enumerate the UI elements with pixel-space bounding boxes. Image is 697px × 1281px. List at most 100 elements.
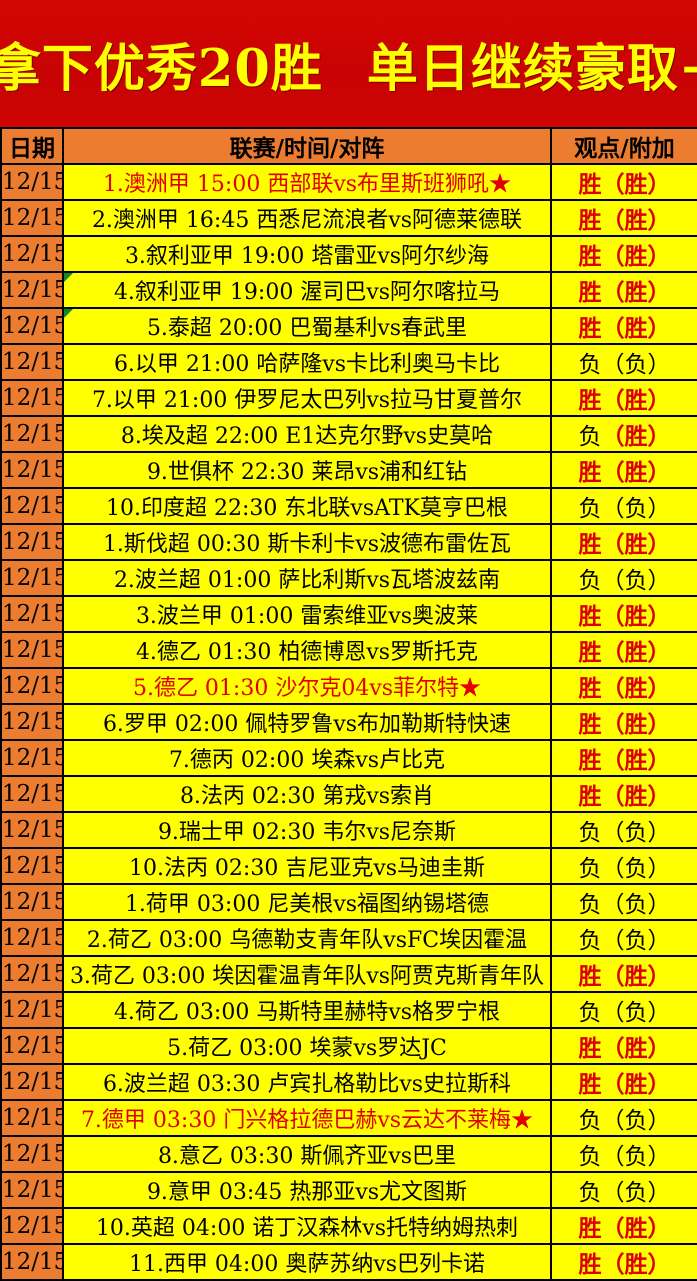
- date-cell: 12/15: [0, 487, 64, 525]
- match-cell: 1.荷甲 03:00 尼美根vs福图纳锡塔德: [62, 883, 552, 921]
- table-row: 12/15 4.荷乙 03:00 马斯特里赫特vs格罗宁根 负（负）: [0, 991, 697, 1029]
- match-text: 8.意乙 03:30 斯佩齐亚vs巴里: [157, 1144, 457, 1169]
- verdict-extra: （负）: [601, 856, 671, 882]
- verdict-cell: 胜（胜）: [550, 631, 697, 669]
- verdict-main: 胜: [578, 963, 602, 990]
- verdict-extra: （胜）: [601, 963, 671, 990]
- date-cell: 12/15: [0, 1171, 64, 1209]
- verdict-main: 胜: [578, 207, 602, 234]
- verdict-main: 负: [578, 496, 602, 522]
- verdict-cell: 负（负）: [550, 919, 697, 957]
- date-cell: 12/15: [0, 1063, 64, 1101]
- match-text: 10.英超 04:00 诺丁汉森林vs托特纳姆热刺: [95, 1216, 519, 1241]
- verdict-cell: 胜（胜）: [550, 379, 697, 417]
- verdict-extra: （胜）: [601, 747, 671, 774]
- date-cell: 12/15: [0, 271, 64, 309]
- verdict-cell: 胜（胜）: [550, 1027, 697, 1065]
- table-row: 12/15 7.德丙 02:00 埃森vs卢比克 胜（胜）: [0, 739, 697, 777]
- match-cell: 5.德乙 01:30 沙尔克04vs菲尔特★: [62, 667, 552, 705]
- schedule-table: 日期 联赛/时间/对阵 观点/附加 12/15 1.澳洲甲 15:00 西部联v…: [0, 127, 697, 1281]
- verdict-extra: （胜）: [601, 171, 671, 198]
- match-text: 10.印度超 22:30 东北联vsATK莫亨巴根: [106, 496, 508, 521]
- match-cell: 7.德甲 03:30 门兴格拉德巴赫vs云达不莱梅★: [62, 1099, 552, 1137]
- verdict-extra: （负）: [601, 892, 671, 918]
- date-cell: 12/15: [0, 307, 64, 345]
- header-row: 日期 联赛/时间/对阵 观点/附加: [0, 127, 697, 165]
- verdict-extra: （胜）: [601, 639, 671, 666]
- table-row: 12/15 2.荷乙 03:00 乌德勒支青年队vsFC埃因霍温 负（负）: [0, 919, 697, 957]
- verdict-main: 负: [578, 1180, 602, 1206]
- match-text: 7.德丙 02:00 埃森vs卢比克: [168, 748, 446, 773]
- verdict-extra: （负）: [601, 1000, 671, 1026]
- date-cell: 12/15: [0, 775, 64, 813]
- table-row: 12/15 6.以甲 21:00 哈萨隆vs卡比利奥马卡比 负（负）: [0, 343, 697, 381]
- match-text: 5.德乙 01:30 沙尔克04vs菲尔特★: [132, 676, 482, 701]
- verdict-cell: 负（负）: [550, 991, 697, 1029]
- match-text: 1.澳洲甲 15:00 西部联vs布里斯班狮吼★: [102, 172, 512, 197]
- match-cell: 7.德丙 02:00 埃森vs卢比克: [62, 739, 552, 777]
- table-row: 12/15 3.叙利亚甲 19:00 塔雷亚vs阿尔纱海 胜（胜）: [0, 235, 697, 273]
- verdict-main: 胜: [578, 783, 602, 810]
- header-verdict: 观点/附加: [550, 127, 697, 165]
- match-cell: 3.荷乙 03:00 埃因霍温青年队vs阿贾克斯青年队: [62, 955, 552, 993]
- banner-title-right: 单日继续豪取+9: [366, 38, 697, 99]
- verdict-extra: （胜）: [601, 711, 671, 738]
- date-cell: 12/15: [0, 739, 64, 777]
- verdict-cell: 胜（胜）: [550, 1207, 697, 1245]
- match-text: 10.法丙 02:30 吉尼亚克vs马迪圭斯: [128, 856, 486, 881]
- date-cell: 12/15: [0, 811, 64, 849]
- table-row: 12/15 1.澳洲甲 15:00 西部联vs布里斯班狮吼★ 胜（胜）: [0, 163, 697, 201]
- verdict-extra: （胜）: [601, 783, 671, 810]
- table-row: 12/15 2.波兰超 01:00 萨比利斯vs瓦塔波兹南 负（负）: [0, 559, 697, 597]
- verdict-main: 胜: [578, 639, 602, 666]
- table-row: 12/15 5.荷乙 03:00 埃蒙vs罗达JC 胜（胜）: [0, 1027, 697, 1065]
- verdict-main: 胜: [578, 711, 602, 738]
- banner: 昨拿下优秀20胜 单日继续豪取+9: [0, 0, 697, 127]
- verdict-cell: 胜（胜）: [550, 163, 697, 201]
- date-cell: 12/15: [0, 451, 64, 489]
- match-text: 9.瑞士甲 02:30 韦尔vs尼奈斯: [157, 820, 457, 845]
- date-cell: 12/15: [0, 1243, 64, 1281]
- match-cell: 3.叙利亚甲 19:00 塔雷亚vs阿尔纱海: [62, 235, 552, 273]
- date-cell: 12/15: [0, 1027, 64, 1065]
- verdict-main: 胜: [578, 531, 602, 558]
- verdict-extra: （胜）: [601, 531, 671, 558]
- date-cell: 12/15: [0, 667, 64, 705]
- verdict-cell: 胜（胜）: [550, 595, 697, 633]
- match-cell: 8.埃及超 22:00 E1达克尔野vs史莫哈: [62, 415, 552, 453]
- match-cell: 8.意乙 03:30 斯佩齐亚vs巴里: [62, 1135, 552, 1173]
- match-text: 8.法丙 02:30 第戎vs索肖: [179, 784, 435, 809]
- match-cell: 1.澳洲甲 15:00 西部联vs布里斯班狮吼★: [62, 163, 552, 201]
- verdict-main: 负: [578, 1000, 602, 1026]
- match-text: 2.澳洲甲 16:45 西悉尼流浪者vs阿德莱德联: [91, 208, 523, 233]
- table-row: 12/15 4.德乙 01:30 柏德博恩vs罗斯托克 胜（胜）: [0, 631, 697, 669]
- table-body: 12/15 1.澳洲甲 15:00 西部联vs布里斯班狮吼★ 胜（胜） 12/1…: [0, 163, 697, 1281]
- table-row: 12/15 7.德甲 03:30 门兴格拉德巴赫vs云达不莱梅★ 负（负）: [0, 1099, 697, 1137]
- match-text: 7.德甲 03:30 门兴格拉德巴赫vs云达不莱梅★: [80, 1108, 534, 1133]
- date-cell: 12/15: [0, 703, 64, 741]
- match-cell: 5.泰超 20:00 巴蜀基利vs春武里: [62, 307, 552, 345]
- verdict-cell: 负（负）: [550, 559, 697, 597]
- date-cell: 12/15: [0, 883, 64, 921]
- verdict-cell: 胜（胜）: [550, 451, 697, 489]
- match-cell: 6.以甲 21:00 哈萨隆vs卡比利奥马卡比: [62, 343, 552, 381]
- date-cell: 12/15: [0, 955, 64, 993]
- verdict-main: 负: [578, 1108, 602, 1134]
- comment-mark-icon: [65, 274, 73, 282]
- match-cell: 10.英超 04:00 诺丁汉森林vs托特纳姆热刺: [62, 1207, 552, 1245]
- verdict-cell: 胜（胜）: [550, 667, 697, 705]
- verdict-main: 胜: [578, 243, 602, 270]
- verdict-main: 负: [578, 424, 602, 450]
- verdict-extra: （胜）: [601, 1251, 671, 1278]
- match-text: 5.泰超 20:00 巴蜀基利vs春武里: [146, 316, 468, 341]
- verdict-extra: （胜）: [601, 243, 671, 270]
- match-text: 3.波兰甲 01:00 雷索维亚vs奥波莱: [135, 604, 479, 629]
- table-row: 12/15 4.叙利亚甲 19:00 渥司巴vs阿尔喀拉马 胜（胜）: [0, 271, 697, 309]
- table-row: 12/15 1.斯伐超 00:30 斯卡利卡vs波德布雷佐瓦 胜（胜）: [0, 523, 697, 561]
- verdict-extra: （胜）: [601, 423, 671, 450]
- verdict-extra: （负）: [601, 820, 671, 846]
- verdict-cell: 负（负）: [550, 1171, 697, 1209]
- match-cell: 5.荷乙 03:00 埃蒙vs罗达JC: [62, 1027, 552, 1065]
- verdict-extra: （胜）: [601, 279, 671, 306]
